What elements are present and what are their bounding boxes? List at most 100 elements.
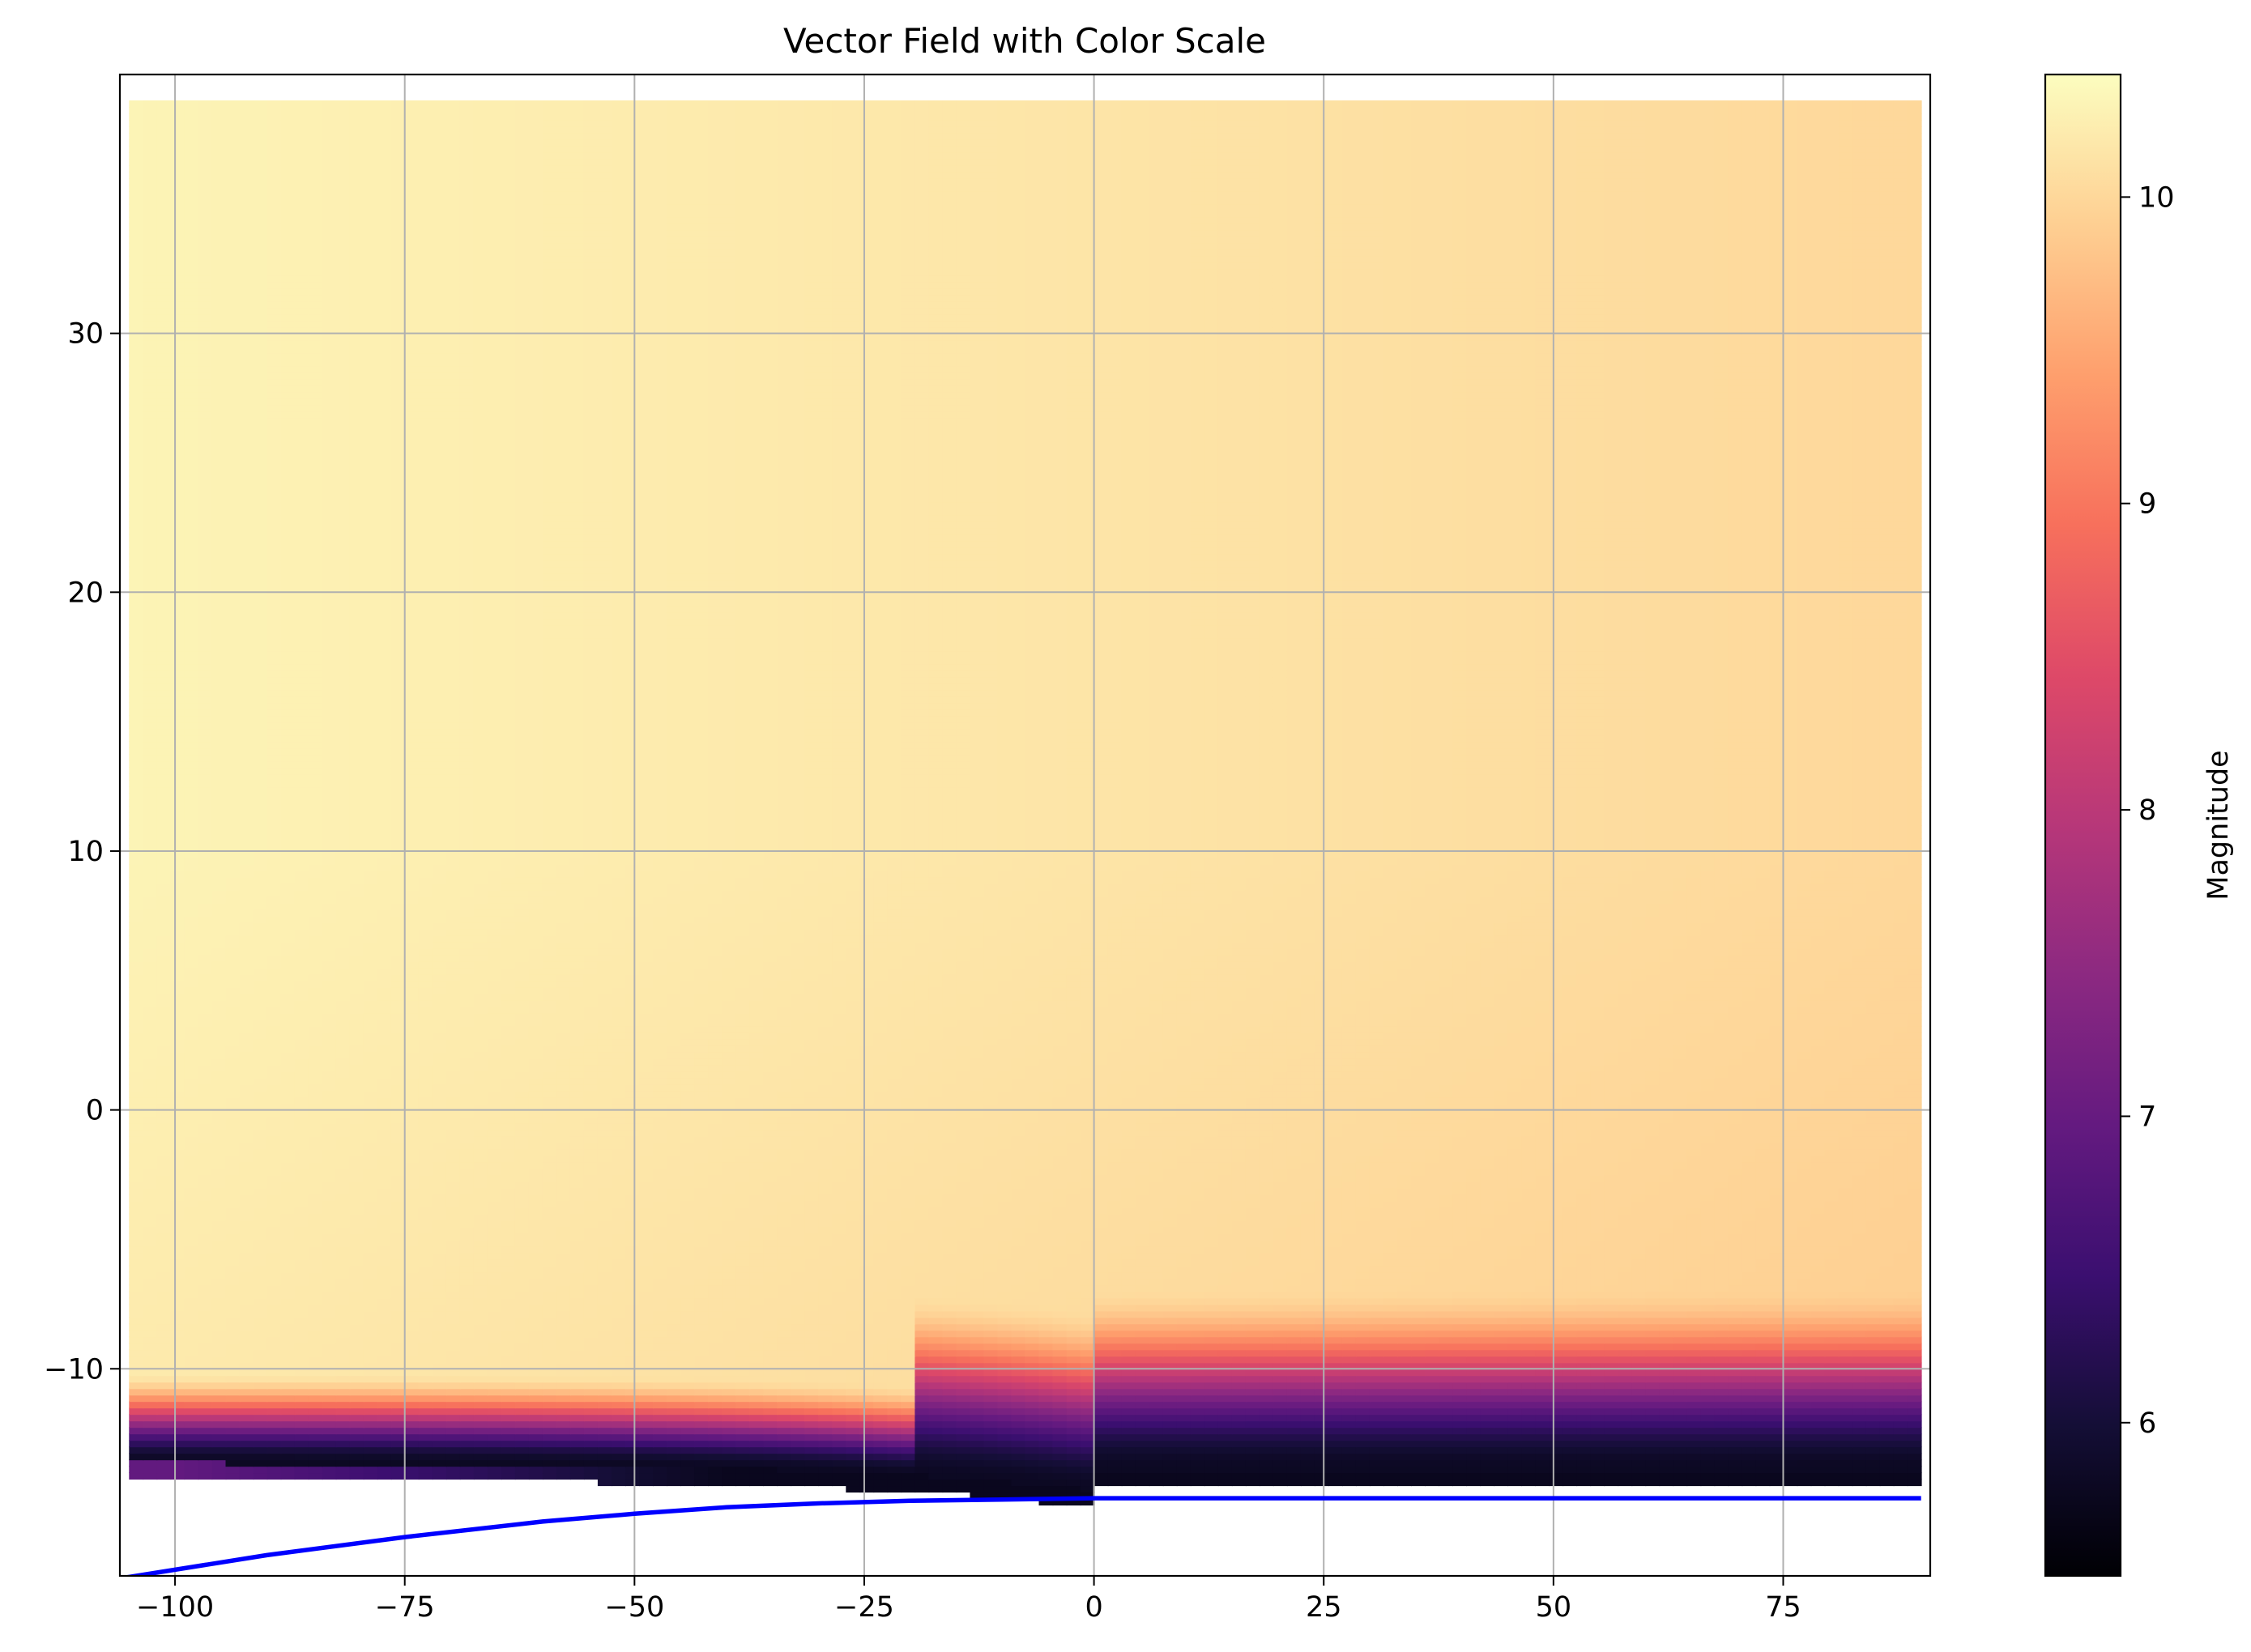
field-cell xyxy=(1673,1317,1687,1324)
field-cell xyxy=(722,1304,736,1311)
field-cell xyxy=(488,1356,502,1363)
field-cell xyxy=(928,1485,943,1492)
field-cell xyxy=(653,1375,667,1382)
field-cell xyxy=(1342,1394,1357,1402)
field-cell xyxy=(1397,1446,1412,1454)
field-cell xyxy=(1770,1304,1784,1311)
field-cell xyxy=(1604,1278,1618,1285)
field-cell xyxy=(1218,1375,1233,1382)
field-cell xyxy=(1811,1317,1826,1324)
field-cell xyxy=(1328,1310,1343,1318)
field-cell xyxy=(1728,1343,1742,1350)
field-cell xyxy=(763,1317,778,1324)
field-cell xyxy=(1039,1427,1054,1434)
field-cell xyxy=(818,1401,833,1408)
field-cell xyxy=(1301,1479,1315,1486)
field-cell xyxy=(556,1459,571,1467)
field-cell xyxy=(1287,1284,1302,1292)
field-cell xyxy=(708,1239,723,1246)
field-cell xyxy=(529,1304,544,1311)
field-cell xyxy=(1163,1265,1178,1272)
field-cell xyxy=(1549,1252,1563,1259)
field-cell xyxy=(129,1265,143,1272)
field-cell xyxy=(653,1317,667,1324)
field-cell xyxy=(1328,1271,1343,1279)
field-cell xyxy=(1411,1271,1426,1279)
field-cell xyxy=(1067,1310,1081,1318)
field-cell xyxy=(1908,1356,1922,1363)
field-cell xyxy=(1287,1297,1302,1305)
field-cell xyxy=(625,1369,640,1376)
field-cell xyxy=(1301,1304,1315,1311)
field-cell xyxy=(267,1349,282,1356)
field-cell xyxy=(612,1420,626,1428)
field-cell xyxy=(598,1466,612,1473)
field-cell xyxy=(653,1440,667,1447)
field-cell xyxy=(832,1420,846,1428)
field-cell xyxy=(1742,1349,1756,1356)
field-cell xyxy=(1246,1382,1260,1389)
field-cell xyxy=(1755,1310,1770,1318)
field-cell xyxy=(1507,1459,1522,1467)
field-cell xyxy=(1631,1479,1646,1486)
field-cell xyxy=(281,1446,296,1454)
field-cell xyxy=(350,1466,365,1473)
field-cell xyxy=(1204,1310,1219,1318)
field-cell xyxy=(295,1369,309,1376)
field-cell xyxy=(1521,1466,1536,1473)
field-cell xyxy=(1081,1356,1095,1363)
field-cell xyxy=(336,1466,351,1473)
field-cell xyxy=(1686,1466,1701,1473)
field-cell xyxy=(1383,1388,1398,1395)
field-cell xyxy=(722,1336,736,1343)
field-cell xyxy=(391,1317,406,1324)
field-cell xyxy=(1714,1427,1729,1434)
field-cell xyxy=(1645,1317,1660,1324)
field-cell xyxy=(1328,1336,1343,1343)
field-cell xyxy=(970,1330,984,1337)
field-cell xyxy=(143,1239,157,1246)
field-cell xyxy=(873,1466,888,1473)
field-cell xyxy=(1618,1466,1632,1473)
field-cell xyxy=(1177,1304,1192,1311)
field-cell xyxy=(1163,1304,1178,1311)
field-cell xyxy=(170,1330,185,1337)
field-cell xyxy=(998,1466,1013,1473)
field-cell xyxy=(1342,1369,1357,1376)
field-cell xyxy=(818,1407,833,1415)
field-cell xyxy=(170,1440,185,1447)
field-cell xyxy=(1784,1258,1798,1266)
field-cell xyxy=(887,1297,902,1305)
field-cell xyxy=(1894,1330,1908,1337)
field-cell xyxy=(1122,1330,1136,1337)
field-cell xyxy=(309,1356,323,1363)
field-cell xyxy=(859,1420,874,1428)
field-cell xyxy=(901,1466,915,1473)
field-cell xyxy=(639,1278,654,1285)
field-cell xyxy=(846,1278,860,1285)
field-cell xyxy=(1521,1245,1536,1253)
field-cell xyxy=(1163,1479,1178,1486)
field-cell xyxy=(942,1356,957,1363)
field-cell xyxy=(1631,1284,1646,1292)
field-cell xyxy=(846,1407,860,1415)
field-cell xyxy=(887,1245,902,1253)
field-cell xyxy=(832,1239,846,1246)
field-cell xyxy=(887,1375,902,1382)
field-cell xyxy=(350,1310,365,1318)
field-cell xyxy=(1425,1317,1439,1324)
field-cell xyxy=(983,1330,998,1337)
field-cell xyxy=(198,1472,212,1480)
field-cell xyxy=(1081,1291,1095,1298)
field-cell xyxy=(198,1284,212,1292)
field-cell xyxy=(1480,1388,1494,1395)
field-cell xyxy=(1067,1336,1081,1343)
field-cell xyxy=(254,1258,268,1266)
field-cell xyxy=(336,1252,351,1259)
field-cell xyxy=(1328,1291,1343,1298)
field-cell xyxy=(1618,1343,1632,1350)
field-cell xyxy=(391,1291,406,1298)
field-cell xyxy=(1494,1239,1508,1246)
field-cell xyxy=(1714,1317,1729,1324)
field-cell xyxy=(1714,1407,1729,1415)
